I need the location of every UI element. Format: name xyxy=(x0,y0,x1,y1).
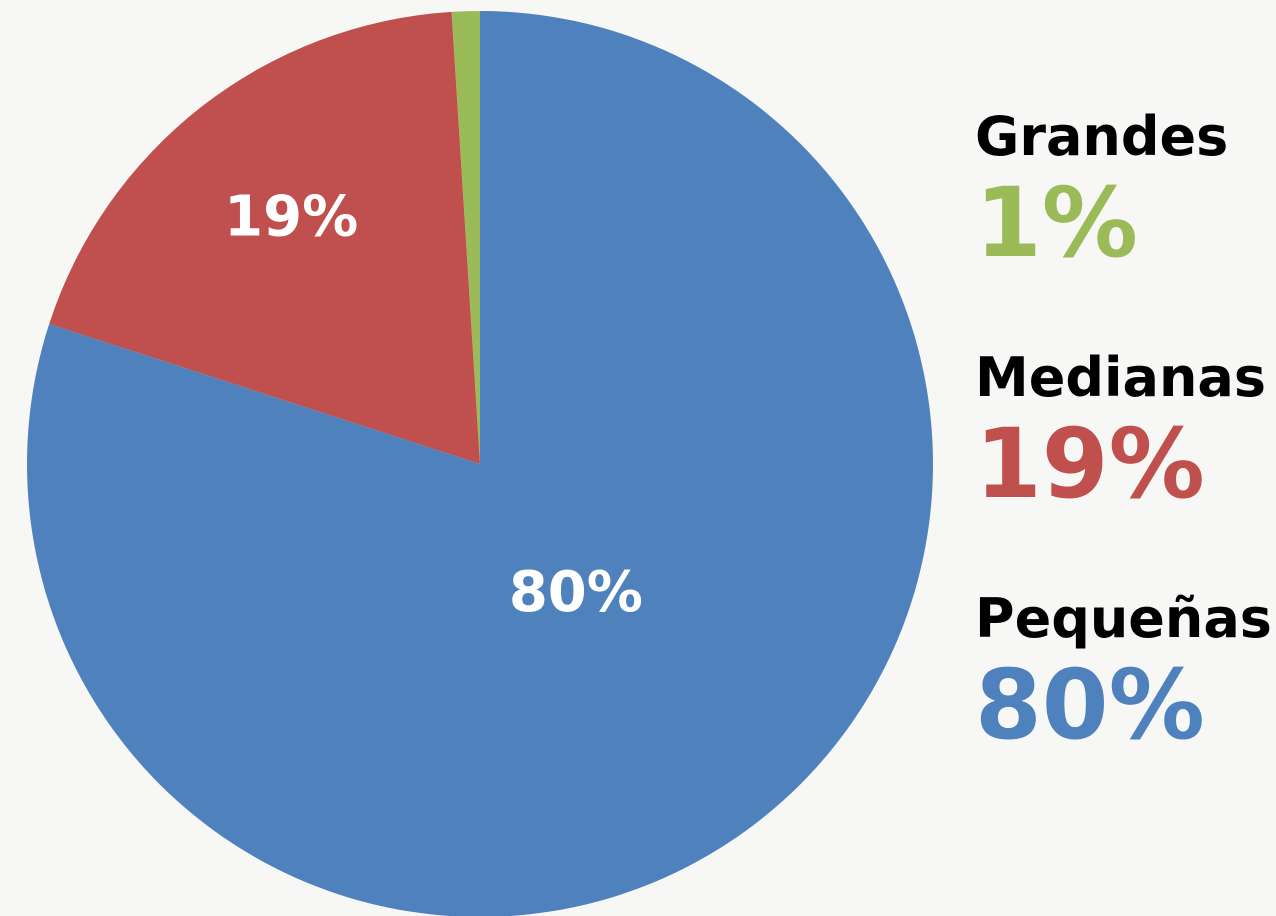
slice-label: 19% xyxy=(224,185,358,250)
pie-slice xyxy=(49,11,481,465)
legend-value: 80% xyxy=(975,649,1205,761)
legend-name: Grandes xyxy=(975,105,1228,168)
pie-slice xyxy=(27,11,933,916)
legend-name: Medianas xyxy=(975,346,1266,409)
pie-slice xyxy=(451,11,480,464)
legend-value: 1% xyxy=(975,167,1138,279)
slice-label: 80% xyxy=(509,560,643,625)
legend-name: Pequeñas xyxy=(975,587,1272,650)
legend-value: 19% xyxy=(975,408,1205,520)
